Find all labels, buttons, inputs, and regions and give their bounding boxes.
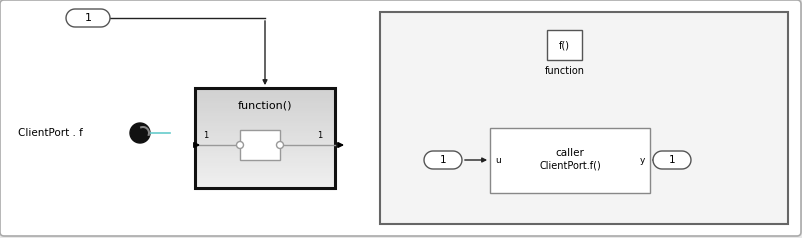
Text: 1: 1 [439,155,446,165]
Bar [195,150,334,154]
Bar [195,125,334,129]
Bar [195,88,334,91]
Bar [195,178,334,181]
Bar [195,160,334,164]
Bar [195,105,334,109]
Bar [195,118,334,121]
Bar [195,130,334,134]
Bar [195,128,334,131]
Bar [195,168,334,171]
PathPatch shape [652,151,690,169]
PathPatch shape [423,151,461,169]
Bar [195,140,334,144]
Bar [195,175,334,178]
Text: 1: 1 [668,155,674,165]
Bar [195,135,334,139]
Text: 1: 1 [203,131,208,140]
Bar [195,120,334,124]
Bar [195,93,334,96]
Text: 1: 1 [84,13,91,23]
Bar [195,133,334,136]
Bar [195,88,334,188]
Text: function(): function() [237,100,292,110]
Bar [195,183,334,186]
Bar [240,130,280,160]
Bar [195,100,334,104]
Text: 1: 1 [316,131,322,140]
Bar [195,170,334,174]
Text: caller: caller [555,148,584,158]
Bar [546,30,581,60]
Text: function: function [544,66,584,76]
Bar [195,180,334,183]
PathPatch shape [66,9,110,27]
Circle shape [276,142,283,149]
Bar [379,12,787,224]
Bar [195,173,334,176]
Text: ClientPort.f(): ClientPort.f() [538,160,600,170]
Text: y: y [639,156,644,165]
Text: ClientPort . f: ClientPort . f [18,128,83,138]
Bar [195,138,334,141]
Bar [195,110,334,114]
Bar [195,143,334,146]
Bar [195,185,334,188]
Bar [195,90,334,94]
Text: f(): f() [558,40,569,50]
Bar [195,148,334,151]
Circle shape [130,123,150,143]
Bar [195,155,334,159]
Text: u: u [494,156,500,165]
Bar [489,128,649,193]
Bar [195,103,334,106]
Bar [195,123,334,126]
Bar [195,145,334,149]
Bar [195,153,334,156]
Bar [195,163,334,166]
Bar [195,158,334,161]
Bar [195,115,334,119]
Bar [195,108,334,111]
Bar [195,165,334,169]
Bar [195,98,334,101]
Bar [195,113,334,116]
Circle shape [237,142,243,149]
Bar [195,95,334,99]
